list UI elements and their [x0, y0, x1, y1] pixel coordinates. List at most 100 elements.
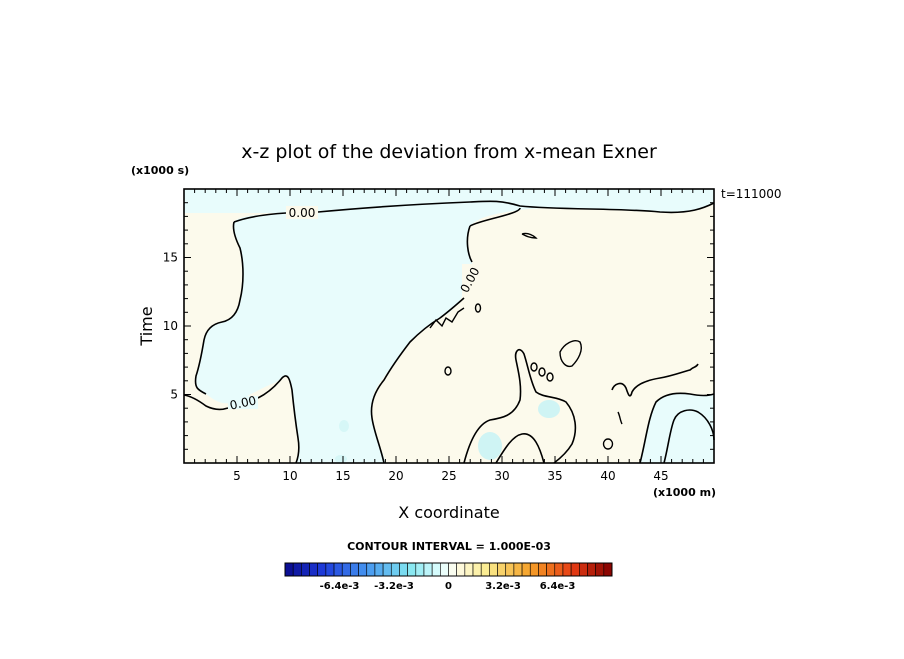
colorbar-swatch: [464, 562, 474, 577]
x-tick-label: 20: [388, 469, 403, 483]
colorbar-swatch: [603, 562, 613, 577]
weak-blob: [478, 432, 502, 460]
contour-center: [370, 225, 473, 464]
negative-region-main: [184, 189, 714, 463]
colorbar-swatch: [301, 562, 310, 577]
colorbar-swatch: [489, 562, 498, 577]
colorbar-swatch: [407, 562, 417, 577]
small-mark: [617, 411, 623, 425]
zero-contour-lines: [183, 200, 715, 464]
colorbar-swatch: [333, 562, 343, 577]
contour-label: 0.00: [228, 393, 257, 412]
colorbar-swatch: [366, 562, 376, 577]
x-tick-label: 10: [282, 469, 297, 483]
small-loop: [521, 232, 538, 239]
x-tick-label: 40: [600, 469, 615, 483]
y-axis-label: Time: [137, 306, 156, 346]
contour-left-lower: [183, 375, 300, 464]
colorbar-swatch: [472, 562, 482, 577]
colorbar-swatch: [587, 562, 596, 577]
colorbar-swatch: [292, 562, 302, 577]
x-tick-label: 5: [233, 469, 241, 483]
colorbar-swatch: [570, 562, 580, 577]
colorbar-swatch: [497, 562, 507, 577]
contour-right: [639, 392, 715, 464]
colorbar-swatch: [521, 562, 531, 577]
y-axis: 5 10 15: [163, 202, 714, 450]
colorbar-swatch: [529, 562, 539, 577]
small-contours: [429, 232, 623, 450]
small-loop: [546, 372, 554, 382]
colorbar-swatch: [538, 562, 547, 577]
x-tick-label: 25: [441, 469, 456, 483]
colorbar: -6.4e-3 -3.2e-3 0 3.2e-3 6.4e-3: [284, 562, 613, 592]
colorbar-swatch: [448, 562, 457, 577]
colorbar-swatch: [431, 562, 441, 577]
colorbar-tick-label: -3.2e-3: [374, 581, 414, 592]
time-stamp: t=111000: [721, 187, 782, 201]
contour-label: 0.00: [289, 206, 316, 220]
y-tick-label: 15: [163, 251, 178, 265]
colorbar-swatch: [456, 562, 466, 577]
x-unit-label: (x1000 m): [653, 486, 716, 499]
small-loop: [474, 303, 482, 313]
colorbar-swatch: [415, 562, 425, 577]
colorbar-swatch: [284, 562, 294, 577]
small-loop: [530, 362, 538, 372]
colorbar-swatch: [562, 562, 572, 577]
label-bg: [286, 206, 318, 219]
weak-blob: [335, 455, 347, 463]
plot-area: 0.00 0.00 0.00: [183, 188, 715, 464]
label-bg: [462, 264, 476, 296]
colorbar-swatch: [341, 562, 351, 577]
x-tick-label: 30: [494, 469, 509, 483]
x-axis-label: X coordinate: [398, 503, 499, 522]
small-loop: [559, 340, 582, 368]
colorbar-frame: [284, 562, 613, 577]
colorbar-swatch: [546, 562, 556, 577]
colorbar-swatch: [480, 562, 490, 577]
colorbar-swatch: [578, 562, 588, 577]
zigzag-contour: [429, 307, 465, 329]
contour-right-inner: [663, 409, 715, 464]
x-tick-label: 45: [653, 469, 668, 483]
label-bg: [228, 396, 258, 409]
contour-bottom-middle: [463, 348, 577, 464]
colorbar-swatch: [440, 562, 449, 577]
contour-right-upper: [469, 207, 521, 227]
contour-top: [233, 200, 715, 223]
colorbar-swatch: [423, 562, 433, 577]
contour-bottom-loop: [495, 433, 545, 464]
contour-left-upper: [194, 221, 244, 395]
colorbar-swatch: [358, 562, 368, 577]
colorbar-swatch: [382, 562, 392, 577]
colorbar-swatch: [554, 562, 564, 577]
y-unit-label: (x1000 s): [131, 164, 189, 177]
colorbar-tick-label: -6.4e-3: [320, 581, 360, 592]
colorbar-swatch: [399, 562, 408, 577]
x-axis: 5 10 15 20 25 30 35 40 45: [194, 189, 704, 483]
contour-interval: CONTOUR INTERVAL = 1.000E-03: [347, 540, 551, 553]
weak-blob: [339, 420, 349, 432]
small-loop: [538, 367, 546, 377]
colorbar-swatch: [350, 562, 359, 577]
colorbar-tick-label: 6.4e-3: [540, 581, 576, 592]
colorbar-swatch: [317, 562, 327, 577]
colorbar-tick-label: 0: [445, 581, 452, 592]
chart-title: x-z plot of the deviation from x-mean Ex…: [241, 141, 657, 163]
small-loop: [444, 366, 452, 376]
colorbar-swatch: [505, 562, 515, 577]
colorbar-swatch: [325, 562, 335, 577]
weak-blob: [538, 400, 560, 418]
contour-right-wiggle: [611, 363, 699, 397]
colorbar-swatch: [390, 562, 400, 577]
small-loop: [602, 438, 614, 450]
colorbar-swatch: [595, 562, 605, 577]
y-tick-label: 5: [170, 388, 178, 402]
colorbar-swatch: [374, 562, 384, 577]
colorbar-swatch: [513, 562, 523, 577]
colorbar-swatch: [309, 562, 318, 577]
colorbar-tick-label: 3.2e-3: [485, 581, 521, 592]
x-tick-label: 35: [547, 469, 562, 483]
